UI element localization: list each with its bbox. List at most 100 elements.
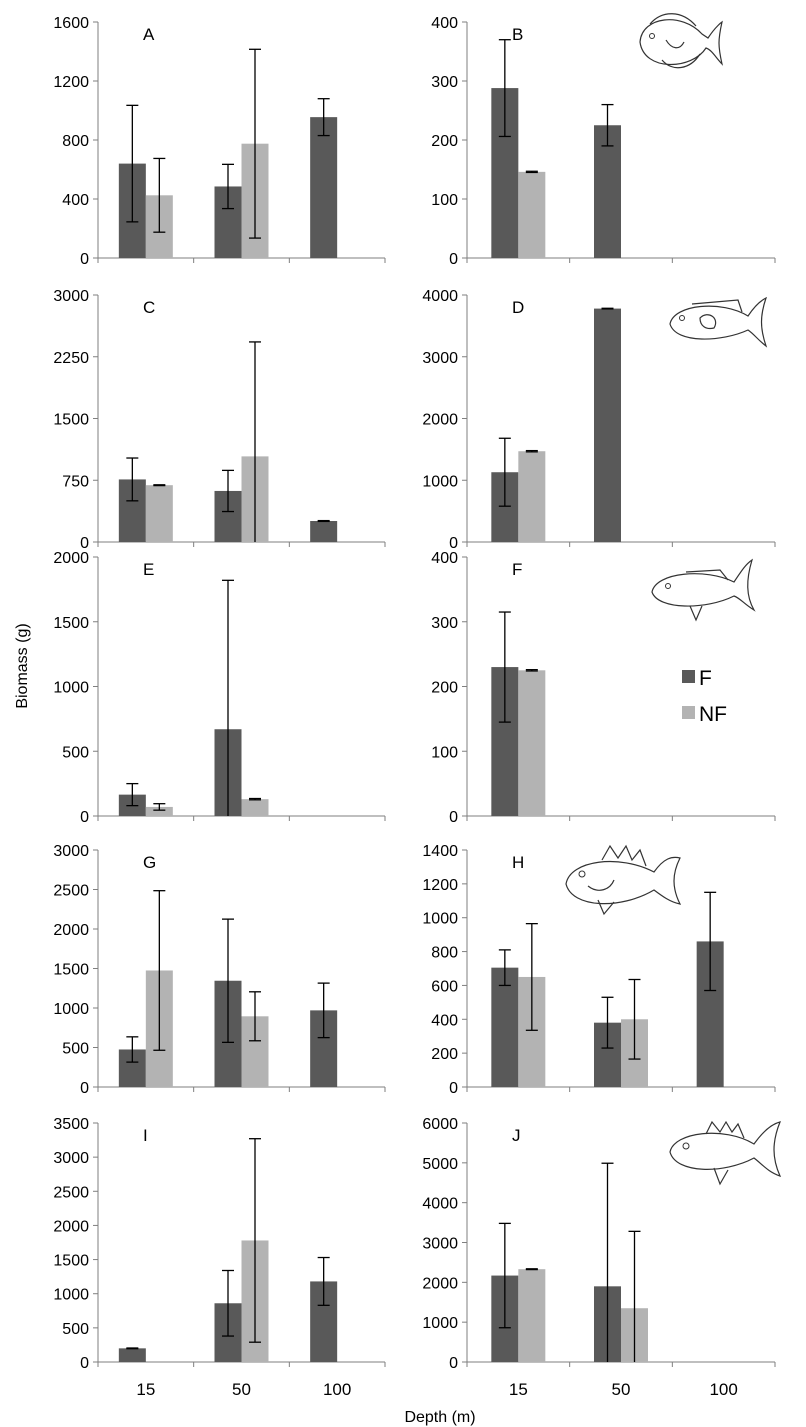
grouper-icon-outline <box>565 856 682 905</box>
panel-label: B <box>512 25 523 44</box>
panel-label: A <box>143 25 155 44</box>
y-tick-label: 4000 <box>422 1196 458 1213</box>
y-tick-label: 1000 <box>422 473 458 490</box>
legend-label-nf: NF <box>699 703 727 726</box>
y-tick-label: 300 <box>431 74 458 91</box>
x-tick-label: 50 <box>612 1380 631 1399</box>
y-tick-label: 400 <box>62 192 89 209</box>
y-tick-label: 400 <box>431 550 458 567</box>
y-tick-label: 1000 <box>53 680 89 697</box>
y-tick-label: 1500 <box>53 962 89 979</box>
y-tick-label: 1000 <box>422 911 458 928</box>
y-tick-label: 600 <box>431 978 458 995</box>
bar-nf <box>518 1269 546 1362</box>
y-tick-label: 200 <box>431 680 458 697</box>
bar-nf <box>145 485 173 542</box>
bar-f <box>310 521 338 542</box>
y-tick-label: 100 <box>431 744 458 761</box>
panel-d: 0 1000 2000 3000 4000 D <box>422 288 776 552</box>
grouper-icon-outline <box>597 899 615 916</box>
y-tick-label: 500 <box>62 1321 89 1338</box>
legend-swatch-f <box>682 670 695 683</box>
y-tick-label: 0 <box>80 1080 89 1097</box>
bar-nf <box>145 806 173 816</box>
y-tick-label: 5000 <box>422 1156 458 1173</box>
panel-label: D <box>512 298 524 317</box>
bar-nf <box>518 171 546 258</box>
bar-nf <box>241 799 269 816</box>
y-tick-label: 800 <box>431 945 458 962</box>
panel-label: F <box>512 560 522 579</box>
panel-label: J <box>512 1126 521 1145</box>
grunt-icon-outline <box>689 605 703 622</box>
y-tick-label: 3000 <box>53 1150 89 1167</box>
panel-j: 0 1000 2000 3000 4000 5000 6000 J 15 50 100 <box>422 1116 782 1399</box>
grunt-icon <box>651 558 756 622</box>
bar-f <box>491 967 519 1087</box>
y-tick-label: 1200 <box>53 74 89 91</box>
y-tick-label: 1500 <box>53 412 89 429</box>
eye-icon <box>682 1142 690 1150</box>
y-tick-label: 3000 <box>422 350 458 367</box>
surgeonfish-icon-outline <box>649 13 697 27</box>
eye-icon <box>649 33 655 39</box>
panel-g: 0 500 1000 1500 2000 2500 3000 G <box>53 843 386 1097</box>
x-tick-label: 50 <box>232 1380 251 1399</box>
surgeonfish-icon-outline <box>639 19 724 66</box>
bar-nf <box>518 670 546 816</box>
panel-label: E <box>143 560 154 579</box>
x-tick-label: 100 <box>709 1380 737 1399</box>
surgeonfish-icon-outline <box>665 39 685 49</box>
y-tick-label: 3000 <box>422 1236 458 1253</box>
y-tick-label: 0 <box>449 1355 458 1372</box>
y-tick-label: 200 <box>431 133 458 150</box>
y-tick-label: 1000 <box>53 1287 89 1304</box>
x-tick-label: 15 <box>509 1380 528 1399</box>
panel-label: H <box>512 853 524 872</box>
y-tick-label: 2000 <box>53 922 89 939</box>
y-tick-label: 0 <box>80 535 89 552</box>
y-tick-label: 0 <box>449 809 458 826</box>
parrotfish-icon-outline <box>669 296 768 348</box>
panel-i: 0 500 1000 1500 2000 2500 3000 3500 I 15 50 100 <box>53 1116 386 1399</box>
y-axis-title: Biomass (g) <box>14 623 31 708</box>
y-tick-label: 500 <box>62 744 89 761</box>
parrotfish-icon <box>669 296 768 348</box>
y-tick-label: 0 <box>80 809 89 826</box>
y-tick-label: 400 <box>431 15 458 32</box>
grouper-icon <box>565 844 682 916</box>
x-axis-title: Depth (m) <box>404 1409 475 1426</box>
snapper-icon-outline <box>705 1120 745 1139</box>
legend-label-f: F <box>699 667 712 690</box>
y-tick-label: 200 <box>431 1046 458 1063</box>
bar-nf <box>518 451 546 542</box>
snapper-icon <box>669 1120 782 1186</box>
eye-icon <box>679 315 685 321</box>
y-tick-label: 1200 <box>422 877 458 894</box>
y-tick-label: 1500 <box>53 615 89 632</box>
grouper-icon-outline <box>587 879 615 891</box>
y-tick-label: 2000 <box>422 412 458 429</box>
y-tick-label: 2250 <box>53 350 89 367</box>
y-tick-label: 800 <box>62 133 89 150</box>
bar-f <box>118 1348 146 1362</box>
y-tick-label: 4000 <box>422 288 458 305</box>
y-tick-label: 0 <box>80 1355 89 1372</box>
snapper-icon-outline <box>669 1121 782 1177</box>
y-tick-label: 2000 <box>53 550 89 567</box>
y-tick-label: 6000 <box>422 1116 458 1133</box>
y-tick-label: 3000 <box>53 288 89 305</box>
legend-swatch-nf <box>682 706 695 719</box>
panel-f: 0 100 200 300 400 F <box>431 550 776 826</box>
y-tick-label: 300 <box>431 615 458 632</box>
y-tick-label: 100 <box>431 192 458 209</box>
y-tick-label: 750 <box>62 473 89 490</box>
panel-label: G <box>143 853 156 872</box>
panel-e: 0 500 1000 1500 2000 E <box>53 550 386 826</box>
y-tick-label: 3500 <box>53 1116 89 1133</box>
eye-icon <box>665 583 671 589</box>
y-tick-label: 2500 <box>53 883 89 900</box>
panel-b: 0 100 200 300 400 B <box>431 13 776 268</box>
grunt-icon-outline <box>685 569 729 581</box>
